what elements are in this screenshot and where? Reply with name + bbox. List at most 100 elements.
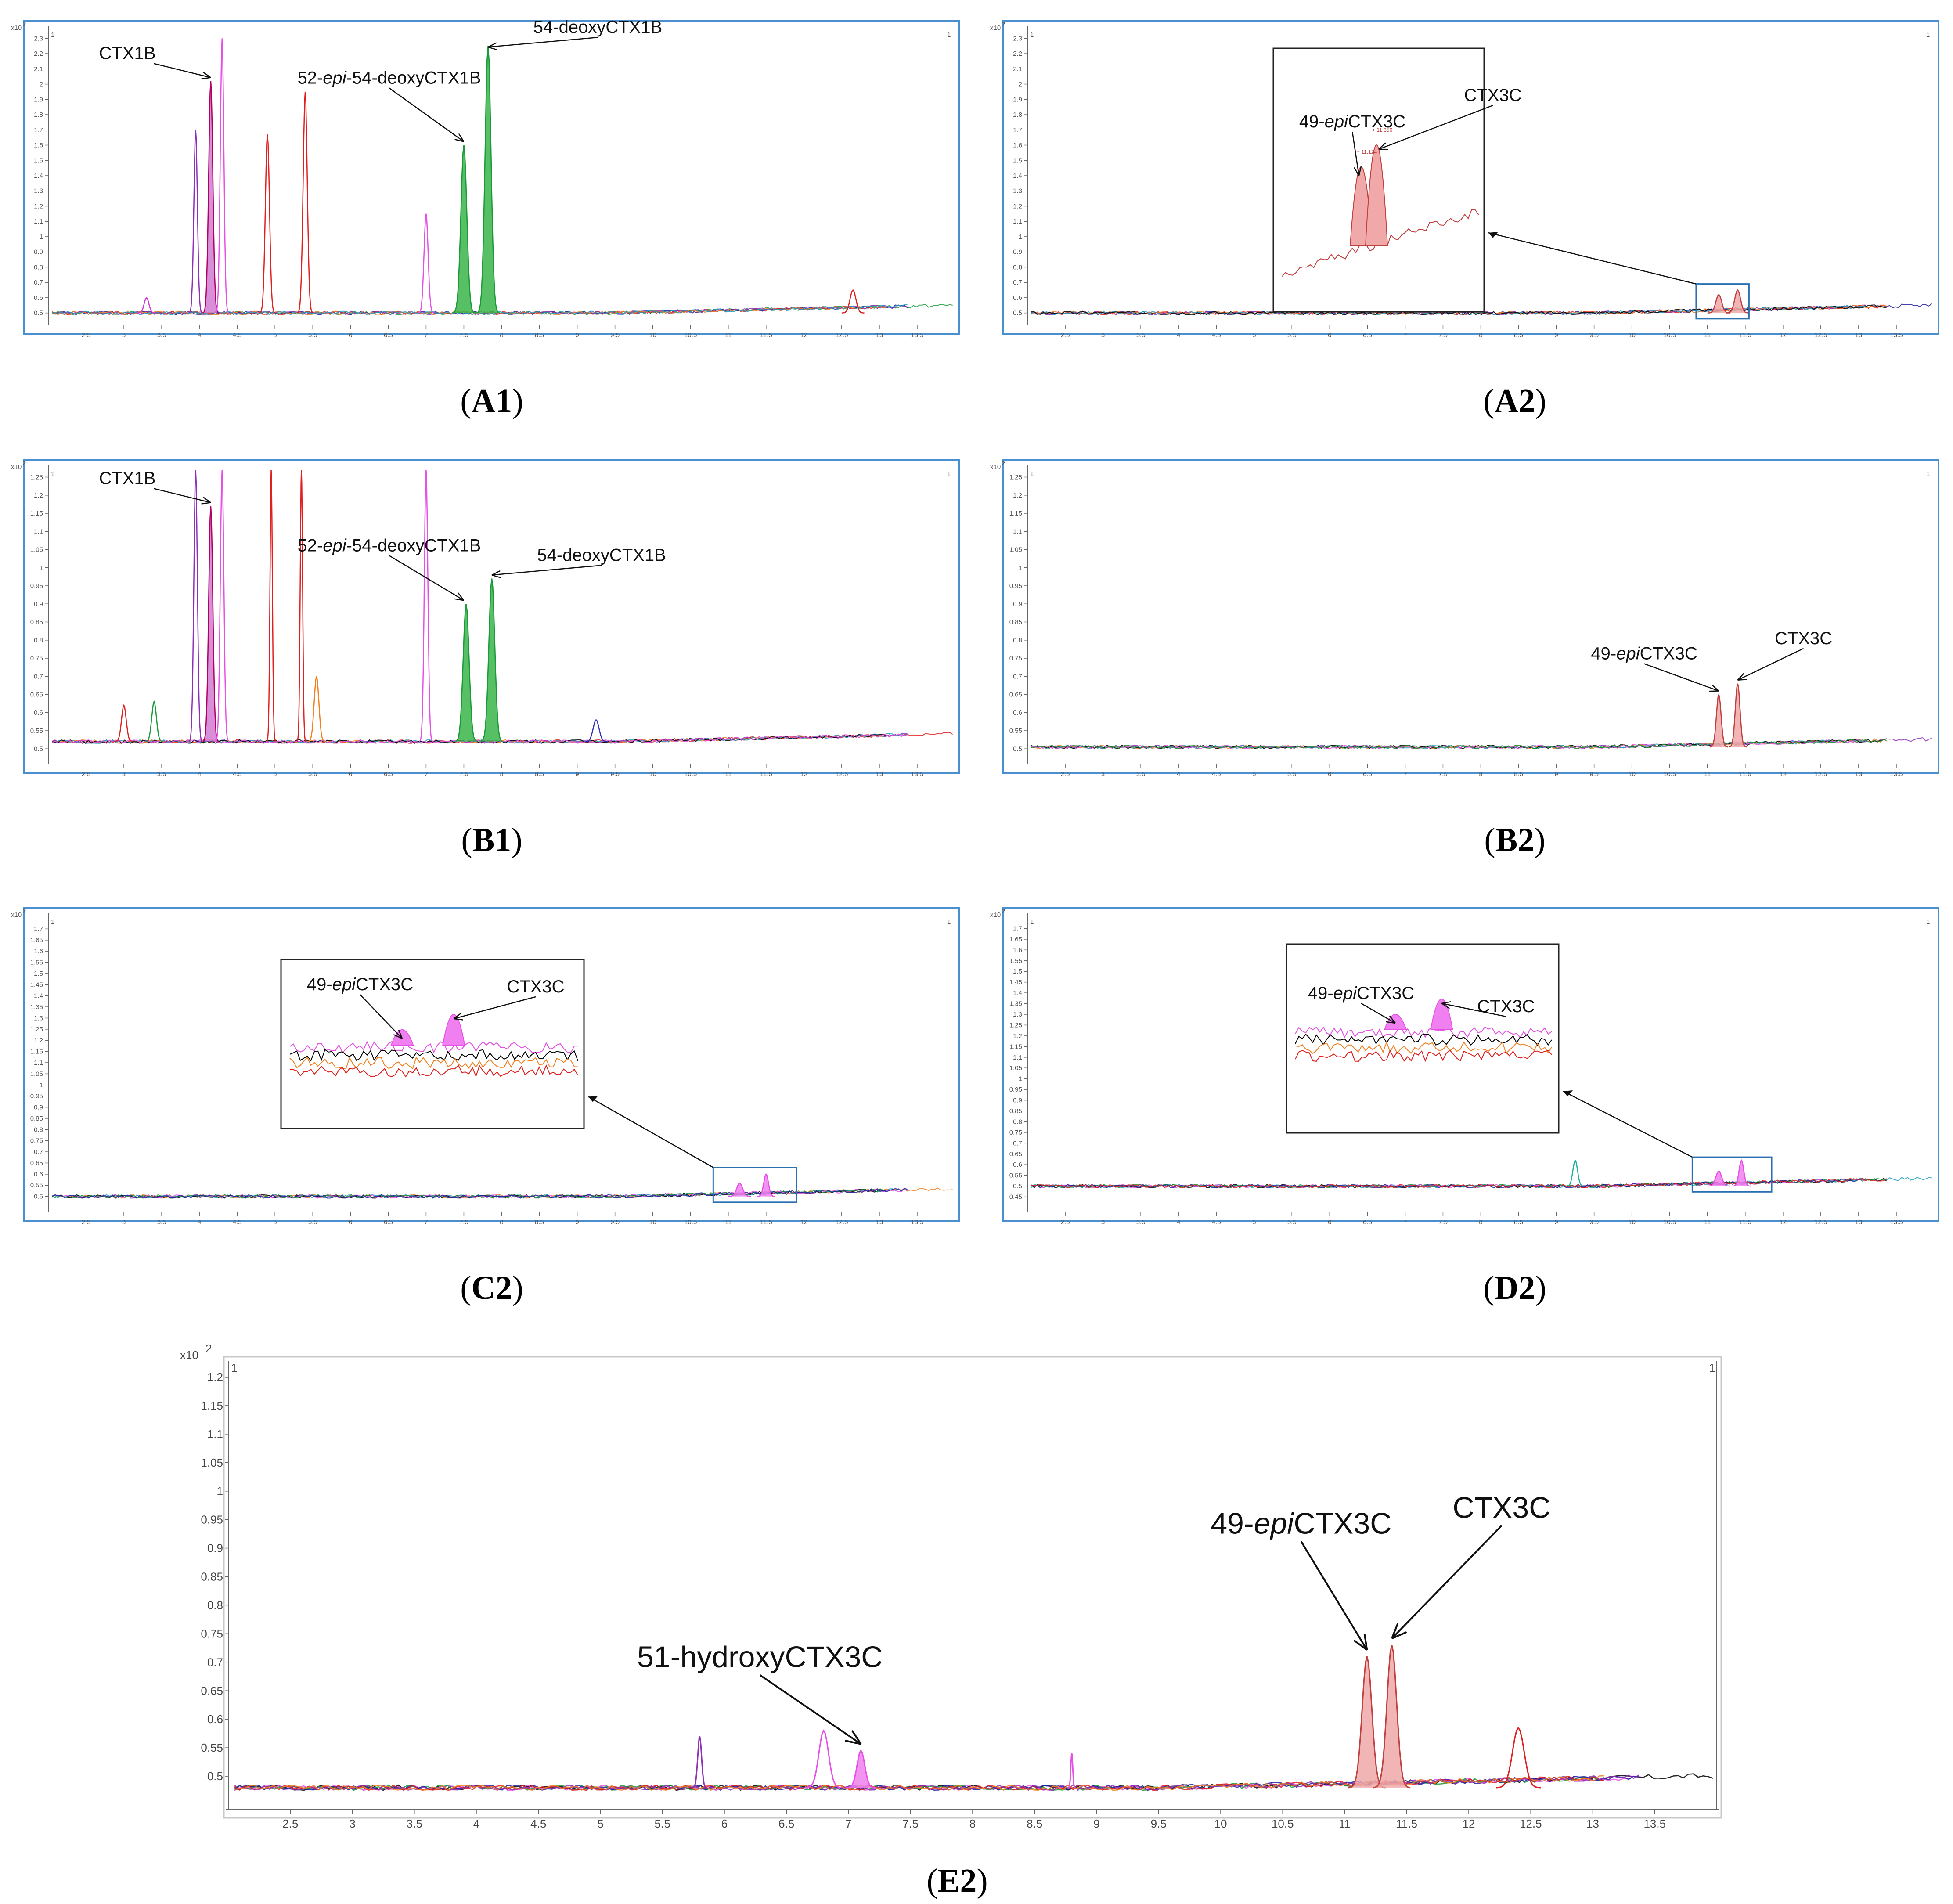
y-tick-label: 1.3 <box>1013 1011 1022 1018</box>
y-tick-label: 0.45 <box>1009 1194 1022 1201</box>
x-tick-label: 3 <box>1101 771 1105 778</box>
annotation-part: CTX3C <box>356 975 413 994</box>
y-tick-label: 0.65 <box>1009 1150 1022 1158</box>
y-tick-label: 0.55 <box>30 727 43 735</box>
peak-line <box>137 297 156 314</box>
x-tick-label: 4 <box>198 771 201 778</box>
y-tick-label: 1.2 <box>1013 202 1022 210</box>
y-tick-label: 0.9 <box>34 249 43 256</box>
x-tick-label: 10.5 <box>1272 1817 1294 1830</box>
peak-fill <box>202 81 219 313</box>
x-tick-label: 4 <box>198 332 201 339</box>
annotation-part: CTX3C <box>1640 644 1697 664</box>
channel-marker-left: 1 <box>1030 918 1034 926</box>
annotation-arrow-head <box>1737 673 1748 681</box>
annotation-arrow-head <box>454 592 465 601</box>
y-tick-label: 1.9 <box>34 96 43 103</box>
x-tick-label: 7 <box>424 771 428 778</box>
x-tick-label: 10 <box>1628 332 1636 339</box>
y-tick-label: 1.55 <box>30 959 43 966</box>
y-tick-label: 0.5 <box>1013 310 1022 317</box>
x-tick-label: 3.5 <box>407 1817 422 1830</box>
peak-line <box>1373 1645 1411 1789</box>
y-tick-label: 1.2 <box>34 202 43 210</box>
peak-line <box>480 578 504 742</box>
x-tick-label: 11 <box>1339 1817 1351 1830</box>
x-tick-label: 4 <box>1177 332 1180 339</box>
x-tick-label: 5.5 <box>308 332 317 339</box>
y-tick-label: 1.65 <box>30 937 43 944</box>
channel-marker-right: 1 <box>947 31 951 39</box>
x-tick-label: 4.5 <box>233 1219 242 1226</box>
y-tick-label: 0.95 <box>1009 582 1022 590</box>
annotation-part: CTX3C <box>1357 984 1414 1003</box>
y-tick-label: 1.5 <box>1013 968 1022 975</box>
y-tick-label: 0.95 <box>30 582 43 590</box>
y-tick-label: 0.85 <box>1009 619 1022 626</box>
y-tick-label: 1 <box>1019 1075 1022 1083</box>
peak-line <box>188 130 203 314</box>
annotation-arrow <box>360 994 403 1039</box>
x-tick-label: 5 <box>1252 771 1256 778</box>
y-tick-label: 1.05 <box>1009 1064 1022 1072</box>
y-tick-label: 1.1 <box>1013 528 1022 535</box>
x-tick-label: 13.5 <box>911 332 923 339</box>
y-tick-label: 1.1 <box>207 1428 223 1441</box>
x-tick-label: 3 <box>122 771 126 778</box>
x-tick-label: 6.5 <box>384 332 393 339</box>
y-tick-label: 0.8 <box>1013 263 1022 271</box>
y-tick-label: 0.6 <box>34 1171 43 1178</box>
peak-line <box>259 134 276 314</box>
x-tick-label: 8 <box>500 1219 503 1226</box>
y-tick-label: 0.9 <box>34 600 43 608</box>
annotation-arrow-head <box>393 1029 403 1039</box>
peak-line <box>454 604 478 742</box>
peak-fill <box>1709 694 1728 747</box>
y-tick-label: 0.9 <box>34 1104 43 1111</box>
y-tick-label: 1 <box>40 564 43 572</box>
annotation-part: epi <box>1254 1507 1295 1540</box>
x-tick-label: 6 <box>1328 332 1331 339</box>
channel-marker-right: 1 <box>1926 918 1930 926</box>
x-tick-label: 4.5 <box>1212 1219 1221 1226</box>
x-tick-label: 6.5 <box>1363 332 1372 339</box>
inset-peak <box>442 1014 465 1046</box>
y-tick-label: 0.85 <box>30 1115 43 1122</box>
x-tick-label: 7 <box>424 1219 428 1226</box>
x-tick-label: 9.5 <box>1589 771 1599 778</box>
y-tick-label: 1.25 <box>1009 474 1022 481</box>
channel-marker-left: 1 <box>1030 470 1034 478</box>
annotation-arrow <box>1300 1541 1368 1651</box>
x-tick-label: 2.5 <box>1061 771 1070 778</box>
y-tick-label: 1 <box>217 1485 223 1498</box>
x-tick-label: 13.5 <box>1890 332 1903 339</box>
x-tick-label: 9.5 <box>610 1219 620 1226</box>
x-tick-label: 5.5 <box>1287 771 1297 778</box>
y-tick-label: 2.3 <box>34 35 43 42</box>
peak-annotation-label: 54-deoxyCTX1B <box>533 18 662 37</box>
y-tick-label: 2.1 <box>1013 65 1022 73</box>
x-tick-label: 10 <box>649 771 656 778</box>
annotation-part: 49- <box>1299 112 1325 131</box>
channel-marker-left: 1 <box>51 31 54 39</box>
x-tick-label: 12.5 <box>1520 1817 1542 1830</box>
y-exponent-label: x10 <box>990 463 1001 471</box>
zoom-arrow-head <box>588 1096 598 1102</box>
peak-fill <box>480 578 503 742</box>
panel-b1: x10 2 1 1 0.5 0.55 0.6 0.65 0.7 0.75 0.8 0.85 0.9 0.9… <box>9 457 970 858</box>
x-tick-label: 13.5 <box>1643 1817 1666 1830</box>
zoom-region <box>712 1167 797 1203</box>
y-tick-label: 1.4 <box>1013 989 1022 997</box>
x-tick-label: 9 <box>1093 1817 1099 1830</box>
caption-a2: (A2) <box>1483 382 1546 419</box>
annotation-arrow-head <box>201 496 211 505</box>
y-tick-label: 1.2 <box>207 1370 223 1384</box>
x-tick-label: 3.5 <box>157 771 166 778</box>
y-tick-label: 1.05 <box>30 1070 43 1078</box>
peak-line <box>476 46 500 314</box>
x-tick-label: 8.5 <box>1027 1817 1042 1830</box>
x-tick-label: 13 <box>876 771 883 778</box>
caption-a1: (A1) <box>460 382 523 419</box>
annotation-arrow-head <box>1441 1001 1451 1009</box>
y-exponent-label: x10 <box>990 911 1001 919</box>
